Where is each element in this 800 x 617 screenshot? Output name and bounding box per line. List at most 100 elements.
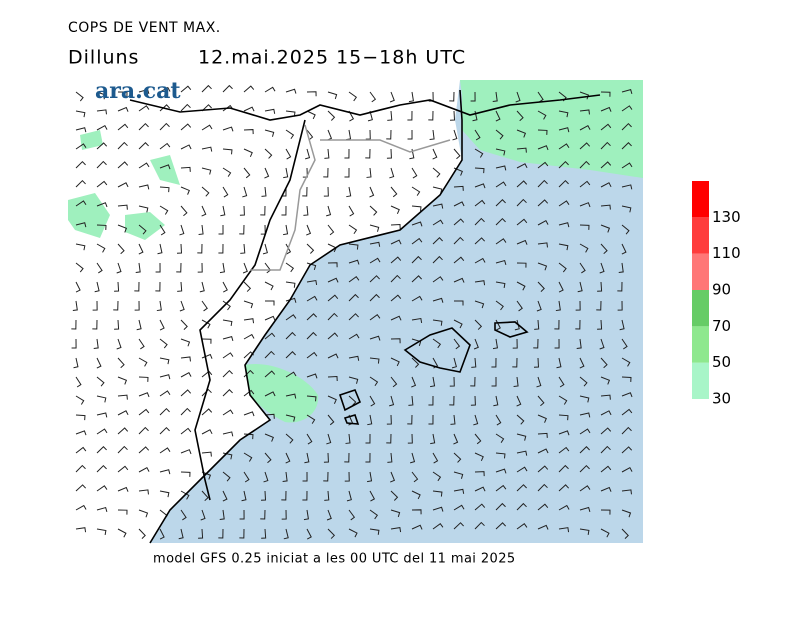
wind-barb	[327, 528, 336, 539]
wind-barb	[117, 427, 129, 435]
wind-barb	[470, 91, 476, 102]
wind-barb	[389, 395, 395, 407]
wind-barb	[577, 281, 583, 293]
wind-barb	[324, 148, 330, 159]
wind-barb	[348, 275, 360, 283]
wind-barb	[180, 490, 190, 500]
logo: ara.cat	[95, 78, 181, 104]
wind-barb	[537, 242, 548, 248]
legend-label: 30	[712, 390, 731, 408]
wind-barb	[96, 202, 108, 208]
wind-barb	[197, 262, 203, 273]
wind-barb	[558, 464, 569, 473]
wind-barb	[138, 408, 150, 416]
wind-barb	[495, 217, 506, 226]
wind-barb	[243, 148, 253, 157]
wind-barb	[537, 161, 549, 169]
gust-area	[245, 364, 319, 423]
wind-barb	[449, 395, 455, 406]
wind-barb	[116, 262, 122, 274]
wind-barb	[201, 338, 212, 344]
wind-barb	[600, 528, 610, 538]
wind-barb	[264, 129, 275, 137]
wind-barb	[96, 262, 103, 274]
wind-barb	[306, 313, 318, 321]
wind-barb	[75, 281, 81, 293]
wind-barb	[407, 414, 413, 425]
wind-barb	[348, 91, 358, 102]
wind-barb	[180, 407, 191, 416]
wind-barb	[558, 376, 565, 388]
wind-barb	[75, 91, 84, 102]
wind-barb	[407, 110, 413, 121]
wind-barb	[285, 262, 295, 273]
wind-barb	[159, 490, 170, 498]
wind-barb	[367, 471, 373, 483]
wind-barb	[222, 431, 234, 437]
wind-barb	[348, 333, 360, 340]
wind-barb	[390, 274, 401, 283]
wind-barb	[432, 276, 444, 283]
wind-barb	[579, 91, 590, 100]
wind-barb	[159, 469, 171, 475]
wind-barb	[138, 105, 150, 112]
wind-barb	[327, 294, 339, 302]
wind-barb	[117, 161, 129, 169]
wind-barb	[243, 167, 251, 179]
wind-barb	[600, 141, 611, 150]
wind-barb	[222, 126, 234, 132]
wind-barb	[285, 148, 292, 160]
wind-barb	[554, 338, 560, 349]
wind-barb	[306, 279, 318, 286]
wind-barb	[117, 182, 129, 188]
wind-barb	[71, 338, 77, 349]
wind-barb	[369, 293, 380, 302]
wind-barb	[134, 300, 140, 311]
wind-barb	[306, 262, 317, 271]
wind-barb	[96, 506, 108, 513]
wind-barb	[201, 167, 212, 175]
wind-barb	[558, 243, 569, 251]
wind-barb	[453, 236, 464, 245]
wind-barb	[243, 281, 252, 292]
wind-barb	[348, 528, 358, 538]
wind-barb	[513, 376, 519, 387]
wind-barb	[197, 243, 203, 254]
wind-barb	[411, 317, 423, 324]
wind-barb	[579, 446, 590, 454]
wind-barb	[176, 243, 183, 254]
wind-barb	[96, 412, 108, 418]
wind-barb	[537, 448, 549, 454]
wind-barb	[495, 484, 507, 492]
wind-barb	[471, 357, 477, 368]
wind-barb	[306, 295, 318, 302]
wind-barb	[390, 527, 402, 533]
wind-barb	[600, 204, 611, 210]
wind-barb	[117, 123, 129, 131]
wind-barb	[537, 91, 544, 103]
wind-barb	[180, 509, 187, 521]
wind-barb	[96, 376, 105, 387]
wind-barb	[516, 466, 528, 473]
wind-barb	[537, 483, 548, 492]
wind-barb	[201, 471, 212, 480]
wind-barb	[138, 224, 147, 235]
wind-barb	[264, 148, 273, 159]
wind-barb	[390, 357, 400, 367]
wind-barb	[180, 471, 191, 477]
wind-barb	[495, 238, 507, 245]
wind-barb	[621, 446, 633, 454]
wind-barb	[579, 464, 590, 473]
wind-barb	[600, 394, 611, 400]
wind-barb	[390, 256, 402, 264]
wind-barb	[558, 127, 570, 133]
wind-barb	[474, 148, 484, 158]
wind-barb	[599, 262, 605, 274]
wind-barb	[365, 452, 371, 463]
wind-barb	[390, 205, 400, 214]
wind-barb	[180, 356, 191, 362]
wind-barb	[432, 148, 438, 160]
wind-barb	[281, 186, 287, 197]
wind-barb	[579, 142, 591, 150]
wind-barb	[243, 300, 254, 309]
